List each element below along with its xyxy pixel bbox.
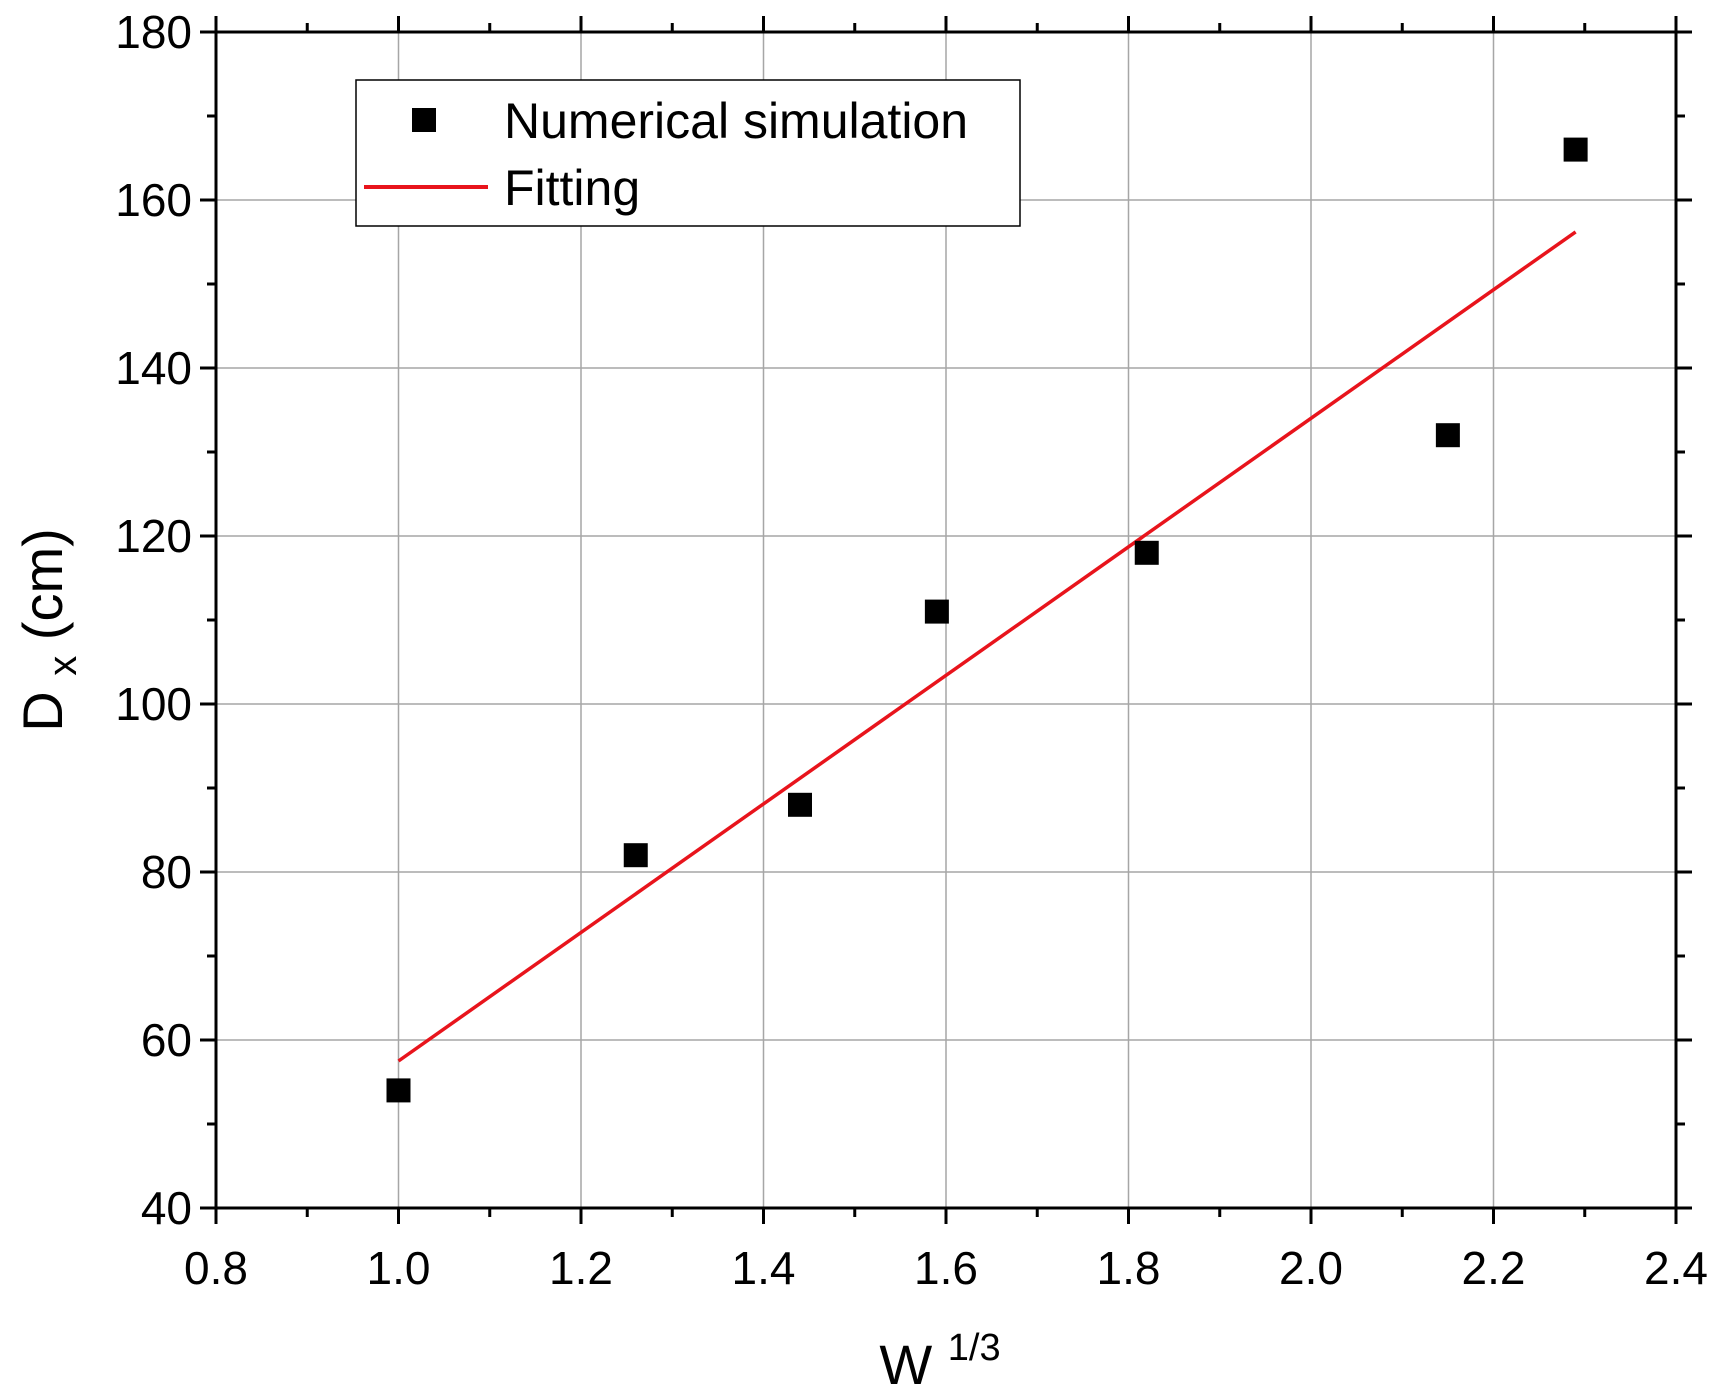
legend-marker-numerical-simulation <box>412 108 436 132</box>
y-tick-label: 40 <box>141 1182 192 1234</box>
x-tick-label: 2.4 <box>1644 1242 1708 1294</box>
scatter-point <box>924 599 949 624</box>
x-axis-title-base: W <box>879 1333 932 1396</box>
x-tick-label: 1.2 <box>549 1242 613 1294</box>
major-ticks <box>200 16 1692 1224</box>
y-axis-title: D x (cm) <box>11 528 88 732</box>
plot-frame <box>214 30 1678 1210</box>
y-axis-title-suffix: (cm) <box>11 528 74 640</box>
x-tick-label: 2.0 <box>1279 1242 1343 1294</box>
scatter-point <box>1435 423 1460 448</box>
legend-label-fitting: Fitting <box>504 160 640 216</box>
scatter-point <box>623 843 648 868</box>
grid-lines <box>216 32 1676 1208</box>
y-tick-label: 60 <box>141 1014 192 1066</box>
minor-ticks <box>207 23 1685 1217</box>
x-tick-label: 0.8 <box>184 1242 248 1294</box>
y-axis-title-base: D <box>11 691 74 731</box>
y-tick-label: 160 <box>115 174 192 226</box>
scatter-point <box>788 792 812 817</box>
y-tick-label: 140 <box>115 342 192 394</box>
scatter-point <box>1134 540 1159 565</box>
y-tick-label: 80 <box>141 846 192 898</box>
y-tick-label: 180 <box>115 6 192 58</box>
x-tick-label: 1.8 <box>1097 1242 1161 1294</box>
x-tick-label: 1.4 <box>732 1242 796 1294</box>
y-tick-label: 100 <box>115 678 192 730</box>
y-tick-labels: 40 60 80 100 120 140 160 180 <box>115 6 192 1234</box>
x-tick-label: 1.0 <box>367 1242 431 1294</box>
scatter-point <box>386 1078 411 1103</box>
legend: Numerical simulation Fitting <box>355 79 1021 227</box>
x-axis-title: W 1/3 <box>879 1327 1000 1396</box>
fitting-line <box>397 230 1577 1063</box>
x-tick-labels: 0.8 1.0 1.2 1.4 1.6 1.8 2.0 2.2 2.4 <box>184 1242 1708 1294</box>
x-tick-label: 1.6 <box>914 1242 978 1294</box>
data-series <box>386 137 1588 1103</box>
x-tick-label: 2.2 <box>1462 1242 1526 1294</box>
y-axis-title-subscript: x <box>41 656 85 676</box>
scatter-point <box>1563 137 1588 162</box>
legend-label-numerical-simulation: Numerical simulation <box>504 93 968 149</box>
y-tick-label: 120 <box>115 510 192 562</box>
legend-box <box>355 79 1021 227</box>
x-axis-title-superscript: 1/3 <box>948 1327 1001 1369</box>
